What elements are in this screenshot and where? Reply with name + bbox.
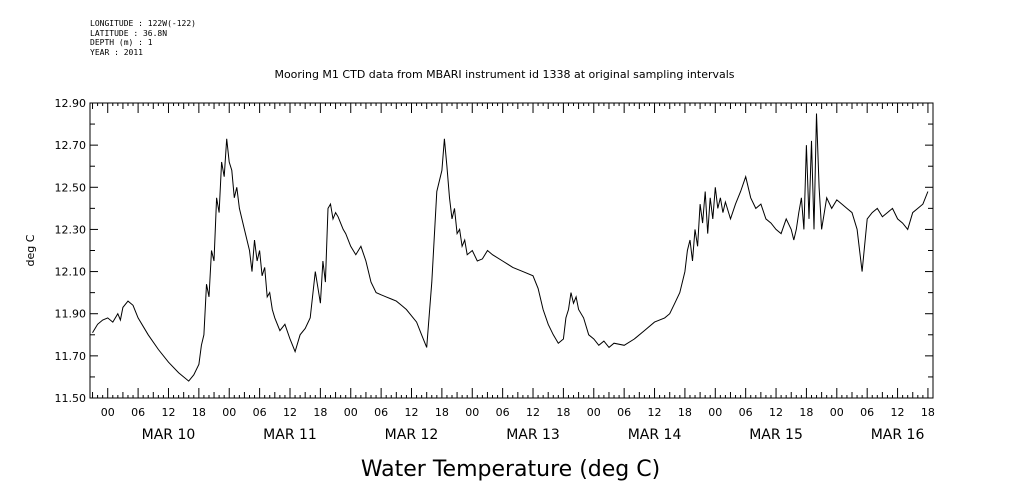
y-tick-label: 12.90 — [55, 97, 87, 110]
x-day-label: MAR 15 — [749, 427, 803, 443]
x-axis-title: Water Temperature (deg C) — [361, 457, 660, 482]
x-hour-label: 12 — [648, 406, 662, 419]
x-day-label: MAR 13 — [506, 427, 560, 443]
x-hour-label: 00 — [708, 406, 722, 419]
x-hour-label: 06 — [253, 406, 267, 419]
meta-depth: DEPTH (m) : 1 — [90, 38, 153, 48]
x-hour-label: 00 — [344, 406, 358, 419]
y-tick-label: 11.50 — [55, 392, 87, 405]
x-hour-label: 12 — [283, 406, 297, 419]
chart-title: Mooring M1 CTD data from MBARI instrumen… — [274, 68, 735, 81]
meta-longitude: LONGITUDE : 122W(-122) — [90, 19, 196, 28]
x-hour-label: 06 — [374, 406, 388, 419]
x-day-label: MAR 11 — [263, 427, 317, 443]
y-tick-label: 11.90 — [55, 308, 87, 321]
x-hour-label: 12 — [526, 406, 540, 419]
meta-year: YEAR : 2011 — [90, 47, 143, 57]
plot-frame — [89, 102, 934, 399]
meta-latitude: LATITUDE : 36.8N — [90, 28, 168, 38]
x-hour-label: 12 — [891, 406, 905, 419]
y-tick-label: 12.70 — [55, 139, 87, 152]
x-hour-label: 12 — [161, 406, 175, 419]
x-day-label: MAR 12 — [385, 427, 439, 443]
temperature-series-line — [92, 113, 929, 382]
y-tick-labels: 11.50 11.70 11.90 12.10 12.30 12.50 12.70 12.90 — [55, 97, 87, 405]
x-hour-label: 18 — [192, 406, 206, 419]
y-tick-label: 12.10 — [55, 266, 87, 279]
x-day-label: MAR 10 — [142, 427, 196, 443]
x-hour-label: 06 — [860, 406, 874, 419]
metadata-block: LONGITUDE : 122W(-122) LATITUDE : 36.8N … — [90, 19, 196, 57]
x-day-label: MAR 14 — [628, 427, 682, 443]
y-tick-label: 11.70 — [55, 350, 87, 363]
x-hour-label: 00 — [465, 406, 479, 419]
x-hour-label: 12 — [769, 406, 783, 419]
x-tick-labels: 00 06 12 18 00 06 12 18 00 06 12 18 00 06 12 18 00 06 12 18… — [101, 406, 935, 443]
x-hour-label: 06 — [739, 406, 753, 419]
x-hour-label: 00 — [101, 406, 115, 419]
x-hour-label: 00 — [830, 406, 844, 419]
x-hour-label: 18 — [313, 406, 327, 419]
x-hour-label: 18 — [921, 406, 935, 419]
x-hour-label: 12 — [405, 406, 419, 419]
x-hour-label: 18 — [435, 406, 449, 419]
x-hour-label: 06 — [496, 406, 510, 419]
x-hour-label: 06 — [131, 406, 145, 419]
x-hour-label: 18 — [678, 406, 692, 419]
x-hour-label: 18 — [799, 406, 813, 419]
x-hour-label: 18 — [556, 406, 570, 419]
y-axis-title: deg C — [24, 234, 37, 266]
x-hour-label: 00 — [222, 406, 236, 419]
x-hour-label: 00 — [587, 406, 601, 419]
y-tick-label: 12.30 — [55, 223, 87, 236]
x-hour-label: 06 — [617, 406, 631, 419]
x-day-label: MAR 16 — [871, 427, 925, 443]
y-tick-label: 12.50 — [55, 181, 87, 194]
